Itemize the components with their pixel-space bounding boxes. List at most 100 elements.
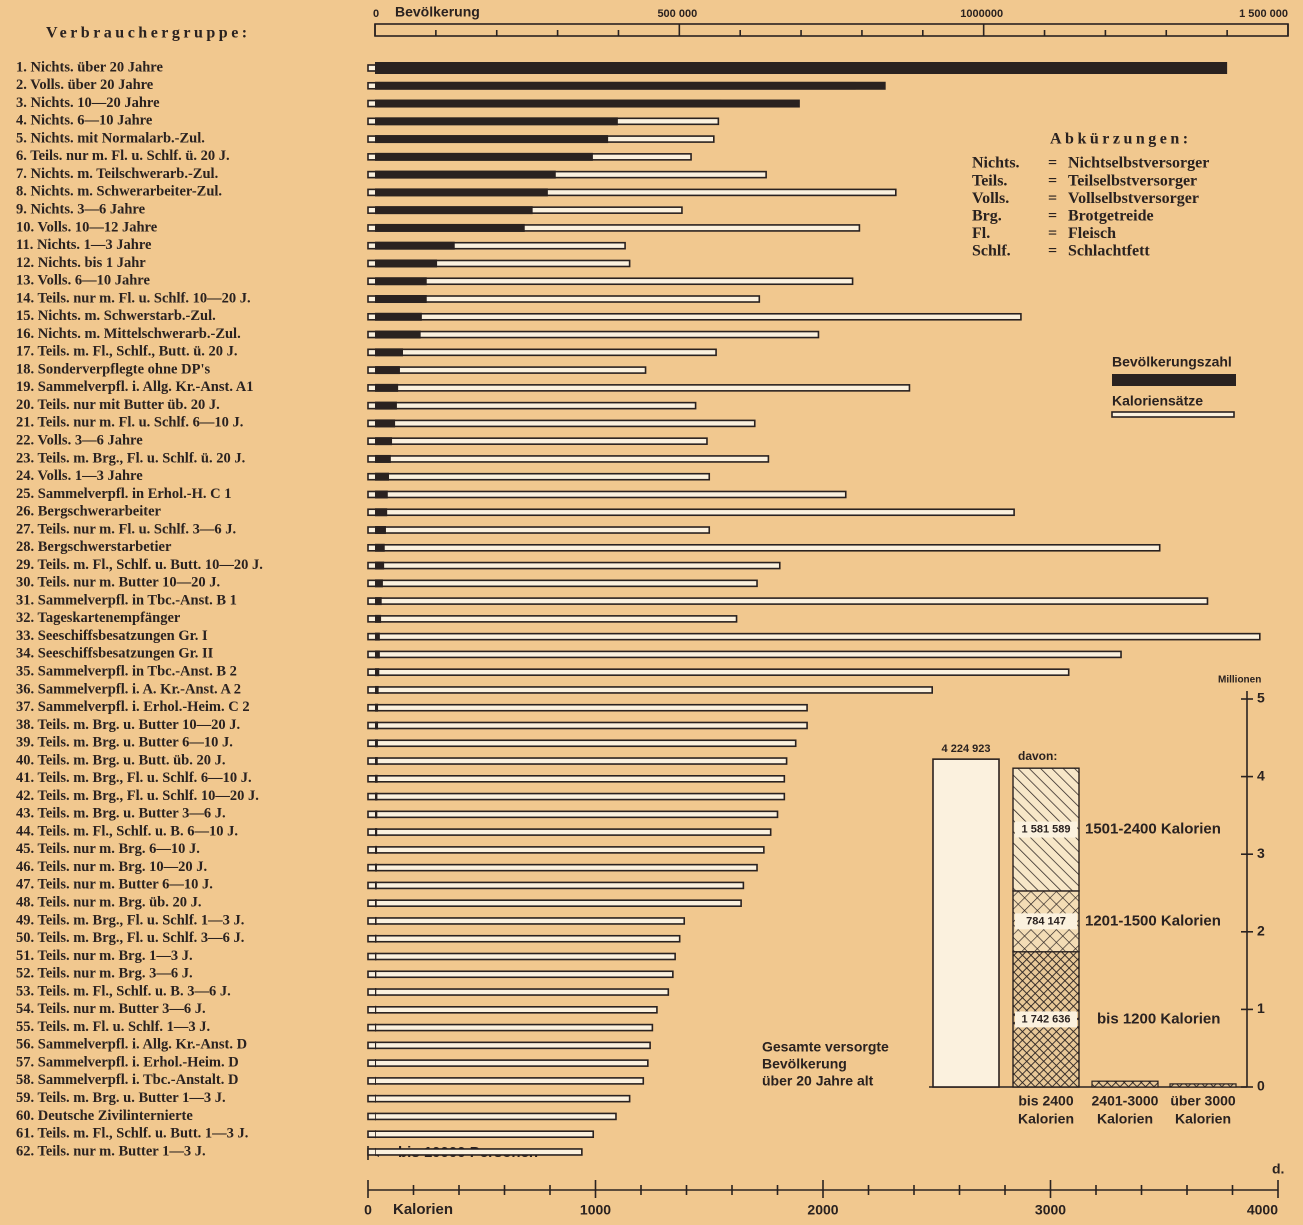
- total-value-label: 4 224 923: [942, 743, 991, 755]
- population-bar: [375, 543, 385, 552]
- population-bar: [375, 366, 400, 375]
- abbr: Brg.: [972, 207, 1002, 224]
- calorie-bar: [367, 774, 786, 783]
- category-label: 1. Nichts. über 20 Jahre: [16, 59, 163, 75]
- category-label: 44. Teils. m. Fl., Schlf. u. B. 6—10 J.: [16, 823, 238, 839]
- calorie-bar: [367, 526, 711, 534]
- calorie-bar: [367, 437, 708, 445]
- category-label: 33. Seeschiffsbesatzungen Gr. I: [16, 628, 208, 644]
- category-label: 46. Teils. nur m. Brg. 10—20 J.: [16, 859, 207, 875]
- category-label: 8. Nichts. m. Schwerarbeiter-Zul.: [16, 184, 222, 200]
- category-label: 53. Teils. m. Fl., Schlf. u. B. 3—6 J.: [16, 983, 231, 999]
- abbr-meaning: Brotgetreide: [1068, 207, 1154, 224]
- calorie-bar: [367, 579, 758, 588]
- category-label: 13. Volls. 6—10 Jahre: [16, 273, 150, 289]
- population-bar: [375, 828, 378, 837]
- category-label: 2. Volls. über 20 Jahre: [16, 77, 154, 93]
- calorie-bar: [367, 543, 1161, 552]
- total-label: über 20 Jahre alt: [762, 1073, 874, 1089]
- x2-tick-label: 1 500 000: [1239, 8, 1288, 20]
- top-axis-box: [374, 23, 1289, 37]
- population-bar: [375, 419, 396, 428]
- category-label: 52. Teils. nur m. Brg. 3—6 J.: [16, 966, 193, 982]
- calorie-bar: [367, 188, 897, 197]
- category-label: 28. Bergschwerstarbetier: [16, 539, 172, 555]
- category-label: 27. Teils. nur m. Fl. u. Schlf. 3—6 J.: [16, 521, 236, 537]
- category-label: 17. Teils. m. Fl., Schlf., Butt. ü. 20 J…: [16, 344, 238, 360]
- population-bar: [375, 135, 609, 144]
- category-label: 62. Teils. nur m. Butter 1—3 J.: [16, 1143, 206, 1159]
- category-label: 41. Teils. m. Brg., Fl. u. Schlf. 6—10 J…: [16, 770, 252, 786]
- abbr-meaning: Nichtselbstversorger: [1068, 155, 1209, 172]
- calorie-bar: [367, 384, 911, 392]
- abbr: Volls.: [972, 190, 1009, 207]
- population-bar: [375, 188, 548, 197]
- category-label: 34. Seeschiffsbesatzungen Gr. II: [16, 646, 214, 662]
- category-label: 6. Teils. nur m. Fl. u. Schlf. ü. 20 J.: [16, 148, 230, 164]
- calorie-bar: [367, 1130, 595, 1138]
- category-title: Verbrauchergruppe:: [46, 25, 251, 42]
- category-label: 9. Nichts. 3—6 Jahre: [16, 201, 146, 217]
- category-label: 39. Teils. m. Brg. u. Butter 6—10 J.: [16, 735, 233, 751]
- population-bar: [375, 1094, 376, 1103]
- population-bar: [375, 117, 618, 126]
- population-bar: [375, 508, 388, 517]
- calorie-bar: [367, 917, 686, 925]
- series-label: 1501-2400 Kalorien: [1085, 821, 1221, 838]
- category-label: 38. Teils. m. Brg. u. Butter 10—20 J.: [16, 717, 240, 733]
- population-bar: [375, 952, 377, 961]
- y-tick-label: 5: [1257, 690, 1265, 706]
- population-bar: [375, 437, 393, 446]
- calorie-bar: [367, 1059, 649, 1067]
- category-label: 7. Nichts. m. Teilschwerarb.-Zul.: [16, 166, 218, 182]
- category-label: 58. Sammelverpfl. i. Tbc.-Anstalt. D: [16, 1072, 238, 1088]
- legend-swatch: [1112, 374, 1236, 386]
- calorie-bar: [367, 828, 772, 836]
- calorie-bar: [367, 241, 626, 250]
- x-tick-label: 4000: [1247, 1202, 1278, 1218]
- population-bar: [375, 1076, 376, 1085]
- category-label: 10. Volls. 10—12 Jahre: [16, 219, 158, 235]
- abbr-title: Abkürzungen:: [1050, 131, 1192, 148]
- series-label: 1201-1500 Kalorien: [1085, 912, 1221, 929]
- x-category-label: 2401-3000: [1092, 1093, 1159, 1109]
- category-label: 43. Teils. m. Brg. u. Butter 3—6 J.: [16, 806, 226, 822]
- abbr-eq: =: [1048, 172, 1057, 189]
- calorie-bar: [367, 419, 756, 428]
- value-label-bg: [1015, 1011, 1077, 1028]
- calorie-bar: [367, 295, 761, 303]
- population-bar: [375, 1023, 377, 1032]
- population-bar: [375, 614, 382, 623]
- population-bar: [375, 597, 382, 606]
- calorie-bar: [367, 934, 681, 943]
- calorie-bar: [367, 952, 676, 961]
- category-label: 54. Teils. nur m. Butter 3—6 J.: [16, 1001, 206, 1017]
- abbr: Teils.: [972, 172, 1007, 189]
- calorie-bar: [367, 1112, 617, 1121]
- x-tick-label: 0: [364, 1202, 372, 1218]
- population-bar: [375, 241, 455, 250]
- calorie-bar: [367, 277, 854, 286]
- total-label: Gesamte versorgte: [762, 1039, 889, 1055]
- calorie-bar: [367, 366, 647, 374]
- stack-label: davon:: [1018, 749, 1057, 763]
- category-label: 11. Nichts. 1—3 Jahre: [16, 237, 152, 253]
- category-label: 12. Nichts. bis 1 Jahr: [16, 255, 146, 271]
- value-label: 1 742 636: [1022, 1013, 1071, 1025]
- calorie-bar: [367, 508, 1015, 517]
- population-bar: [375, 1041, 377, 1050]
- category-label: 29. Teils. m. Fl., Schlf. u. Butt. 10—20…: [16, 557, 263, 573]
- category-label: 20. Teils. nur mit Butter üb. 20 J.: [16, 397, 220, 413]
- population-bar: [375, 223, 525, 232]
- population-bar: [375, 99, 800, 108]
- population-bar: [375, 561, 385, 570]
- calorie-bar: [367, 863, 758, 872]
- category-label: 51. Teils. nur m. Brg. 1—3 J.: [16, 948, 193, 964]
- calorie-bar: [367, 686, 934, 694]
- x-category-label: Kalorien: [1018, 1111, 1074, 1127]
- x-tick-label: 1000: [580, 1202, 611, 1218]
- population-bar: [375, 668, 380, 677]
- calorie-bar: [367, 739, 797, 748]
- value-label: 1 581 589: [1022, 823, 1071, 835]
- population-bar: [375, 970, 377, 979]
